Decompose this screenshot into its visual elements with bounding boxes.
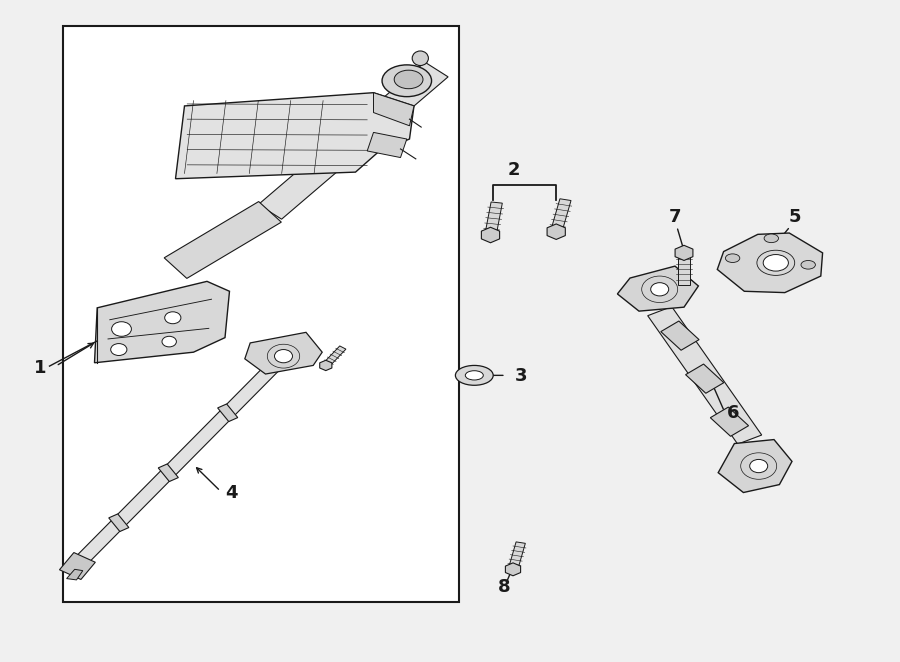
- Ellipse shape: [412, 51, 428, 66]
- Polygon shape: [485, 202, 502, 236]
- Text: 8: 8: [498, 578, 510, 596]
- Ellipse shape: [394, 70, 423, 89]
- Polygon shape: [158, 464, 178, 481]
- Circle shape: [162, 336, 176, 347]
- Polygon shape: [67, 569, 83, 580]
- Polygon shape: [661, 321, 699, 350]
- Text: 4: 4: [225, 484, 238, 502]
- Text: 3: 3: [515, 367, 527, 385]
- Polygon shape: [94, 281, 230, 363]
- Polygon shape: [679, 253, 689, 285]
- Polygon shape: [323, 346, 346, 367]
- Text: 6: 6: [727, 404, 740, 422]
- Ellipse shape: [763, 255, 788, 271]
- Polygon shape: [374, 93, 414, 126]
- Polygon shape: [648, 307, 761, 444]
- Polygon shape: [675, 246, 693, 260]
- Polygon shape: [367, 132, 407, 158]
- Polygon shape: [258, 62, 448, 219]
- Ellipse shape: [382, 65, 432, 97]
- Bar: [63, 26, 459, 602]
- Polygon shape: [482, 227, 500, 243]
- Circle shape: [651, 283, 669, 296]
- Circle shape: [274, 350, 292, 363]
- Text: 5: 5: [788, 208, 801, 226]
- Polygon shape: [710, 407, 749, 436]
- Polygon shape: [164, 201, 282, 279]
- Circle shape: [111, 344, 127, 355]
- Ellipse shape: [801, 261, 815, 269]
- Ellipse shape: [764, 234, 778, 243]
- Polygon shape: [320, 360, 332, 371]
- Ellipse shape: [465, 371, 483, 380]
- Polygon shape: [109, 514, 129, 532]
- Polygon shape: [506, 563, 520, 576]
- Circle shape: [165, 312, 181, 324]
- Polygon shape: [717, 233, 823, 293]
- Polygon shape: [718, 440, 792, 493]
- Circle shape: [112, 322, 131, 336]
- Polygon shape: [508, 542, 526, 570]
- Ellipse shape: [725, 254, 740, 263]
- Text: 2: 2: [508, 162, 520, 179]
- Polygon shape: [245, 332, 322, 374]
- Circle shape: [750, 459, 768, 473]
- Polygon shape: [59, 553, 95, 579]
- Polygon shape: [176, 93, 414, 179]
- Text: 7: 7: [669, 208, 681, 226]
- Polygon shape: [218, 404, 238, 422]
- Polygon shape: [686, 364, 724, 393]
- Polygon shape: [547, 224, 565, 240]
- Ellipse shape: [455, 365, 493, 385]
- Polygon shape: [73, 359, 284, 566]
- Polygon shape: [551, 199, 571, 232]
- Text: 1: 1: [34, 359, 47, 377]
- Polygon shape: [617, 266, 698, 311]
